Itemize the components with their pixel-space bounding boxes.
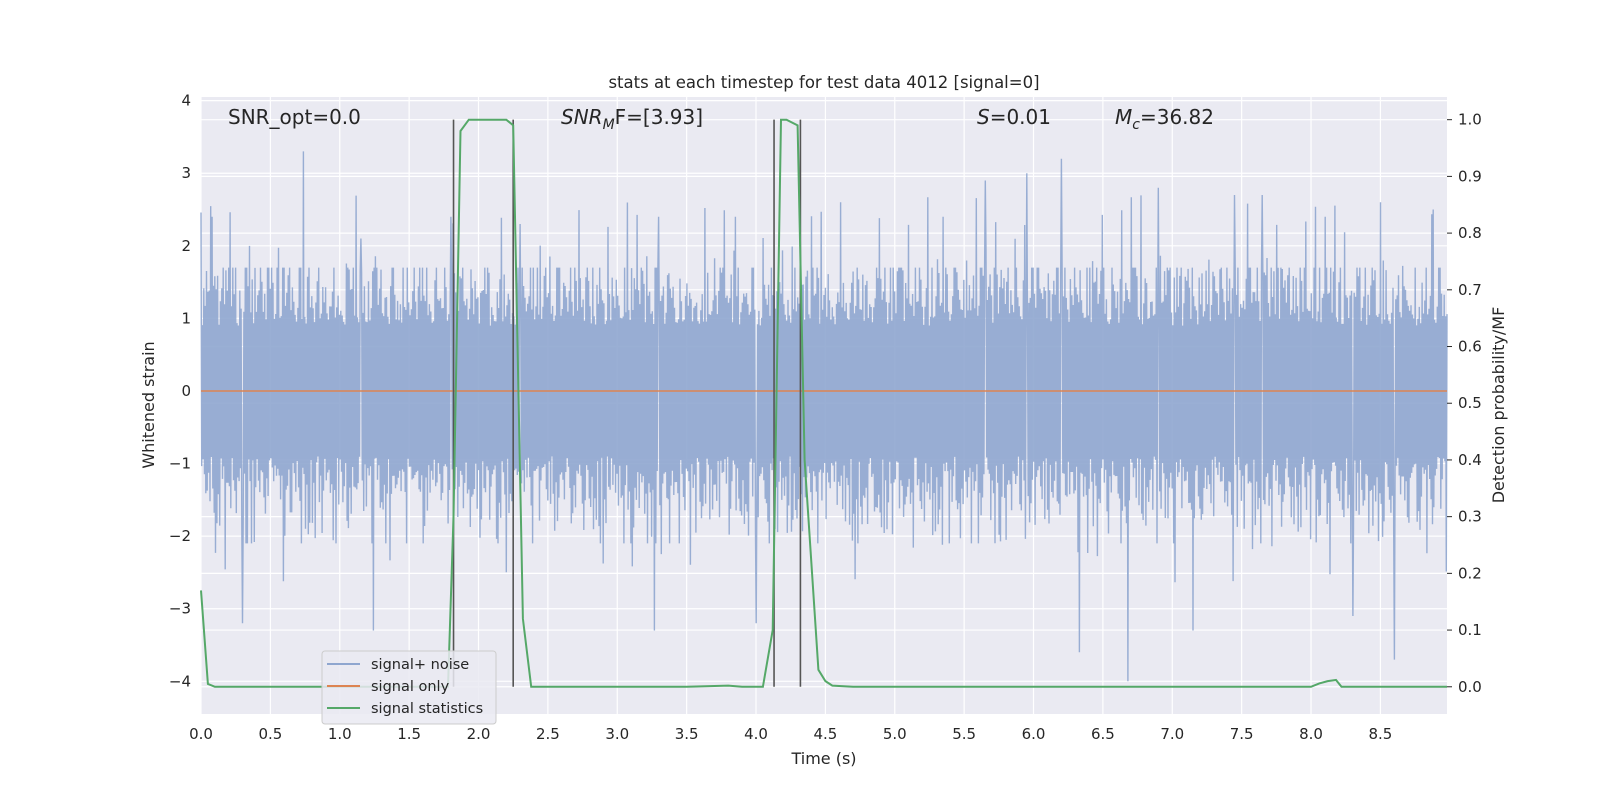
x-tick-label: 8.0 <box>1299 725 1323 743</box>
y-right-tick-label: 0.9 <box>1458 167 1482 185</box>
y-right-tick-label: 0.0 <box>1458 678 1482 696</box>
annotation-snr-mf-rest: F=[3.93] <box>615 105 703 129</box>
annotation-s-main: S <box>977 105 990 129</box>
x-tick-label: 5.0 <box>883 725 907 743</box>
y-left-tick-label: 1 <box>181 309 191 327</box>
x-tick-label: 0.0 <box>189 725 213 743</box>
y-axis-left-label: Whitened strain <box>139 341 158 468</box>
x-tick-label: 7.5 <box>1230 725 1254 743</box>
y-left-tick-label: −2 <box>169 527 191 545</box>
y-axis-right-ticks: 0.0 0.1 0.2 0.3 0.4 0.5 0.6 0.7 0.8 0.9 1.0 <box>1447 111 1482 696</box>
x-tick-label: 4.0 <box>744 725 768 743</box>
annotation-snr-mf: SNRMF=[3.93] <box>561 105 703 133</box>
series-signal-noise <box>200 151 1448 682</box>
y-right-tick-label: 0.4 <box>1458 451 1482 469</box>
x-tick-label: 3.5 <box>675 725 699 743</box>
annotation-mc-main: M <box>1115 105 1132 129</box>
x-tick-label: 1.0 <box>328 725 352 743</box>
y-right-tick-label: 0.5 <box>1458 394 1482 412</box>
legend-label-signal-statistics: signal statistics <box>371 701 483 717</box>
y-left-tick-label: 3 <box>181 164 191 182</box>
y-right-tick-label: 0.6 <box>1458 338 1482 356</box>
line-signal-noise <box>200 151 1448 682</box>
x-axis-ticks: 0.0 0.5 1.0 1.5 2.0 2.5 3.0 3.5 4.0 4.5 5.0 5.5 6.0 6… <box>189 725 1392 743</box>
annotation-snr-opt: SNR_opt=0.0 <box>228 105 361 129</box>
y-right-tick-label: 0.2 <box>1458 564 1482 582</box>
x-tick-label: 6.0 <box>1022 725 1046 743</box>
x-tick-label: 3.0 <box>605 725 629 743</box>
annotation-snr-mf-sub: M <box>603 117 615 133</box>
y-right-tick-label: 0.8 <box>1458 224 1482 242</box>
y-left-tick-label: −3 <box>169 600 191 618</box>
x-axis-label: Time (s) <box>790 749 856 768</box>
chart-title: stats at each timestep for test data 401… <box>608 73 1039 92</box>
y-left-tick-label: −1 <box>169 455 191 473</box>
x-tick-label: 2.5 <box>536 725 560 743</box>
y-right-tick-label: 0.3 <box>1458 508 1482 526</box>
legend-box <box>321 650 497 725</box>
y-left-tick-label: 2 <box>181 237 191 255</box>
annotation-mc-sub: c <box>1132 117 1140 133</box>
y-axis-right-label: Detection probability/MF <box>1489 307 1508 504</box>
x-tick-label: 5.5 <box>952 725 976 743</box>
annotation-mc: Mc=36.82 <box>1115 105 1214 133</box>
x-tick-label: 7.0 <box>1160 725 1184 743</box>
y-right-tick-label: 0.1 <box>1458 621 1482 639</box>
legend-label-signal-only: signal only <box>371 679 450 695</box>
annotation-s-rest: =0.01 <box>990 105 1051 129</box>
x-tick-label: 1.5 <box>397 725 421 743</box>
y-right-tick-label: 0.7 <box>1458 281 1482 299</box>
annotation-snr-mf-main: SNR <box>561 105 603 129</box>
y-left-tick-label: 0 <box>181 382 191 400</box>
x-tick-label: 4.5 <box>813 725 837 743</box>
x-tick-label: 0.5 <box>258 725 282 743</box>
x-tick-label: 2.0 <box>467 725 491 743</box>
annotation-mc-rest: =36.82 <box>1140 105 1214 129</box>
x-tick-label: 6.5 <box>1091 725 1115 743</box>
y-axis-left-ticks: −4 −3 −2 −1 0 1 2 3 4 <box>169 92 191 691</box>
line-signal-statistics <box>200 118 1447 688</box>
y-left-tick-label: −4 <box>169 672 191 690</box>
y-right-tick-label: 1.0 <box>1458 111 1482 129</box>
series-signal-statistics <box>200 118 1447 688</box>
x-tick-label: 8.5 <box>1368 725 1392 743</box>
legend: signal+ noise signal only signal statist… <box>321 650 497 725</box>
annotation-s: S=0.01 <box>977 105 1051 129</box>
legend-label-signal-noise: signal+ noise <box>371 657 469 673</box>
y-left-tick-label: 4 <box>181 92 191 110</box>
